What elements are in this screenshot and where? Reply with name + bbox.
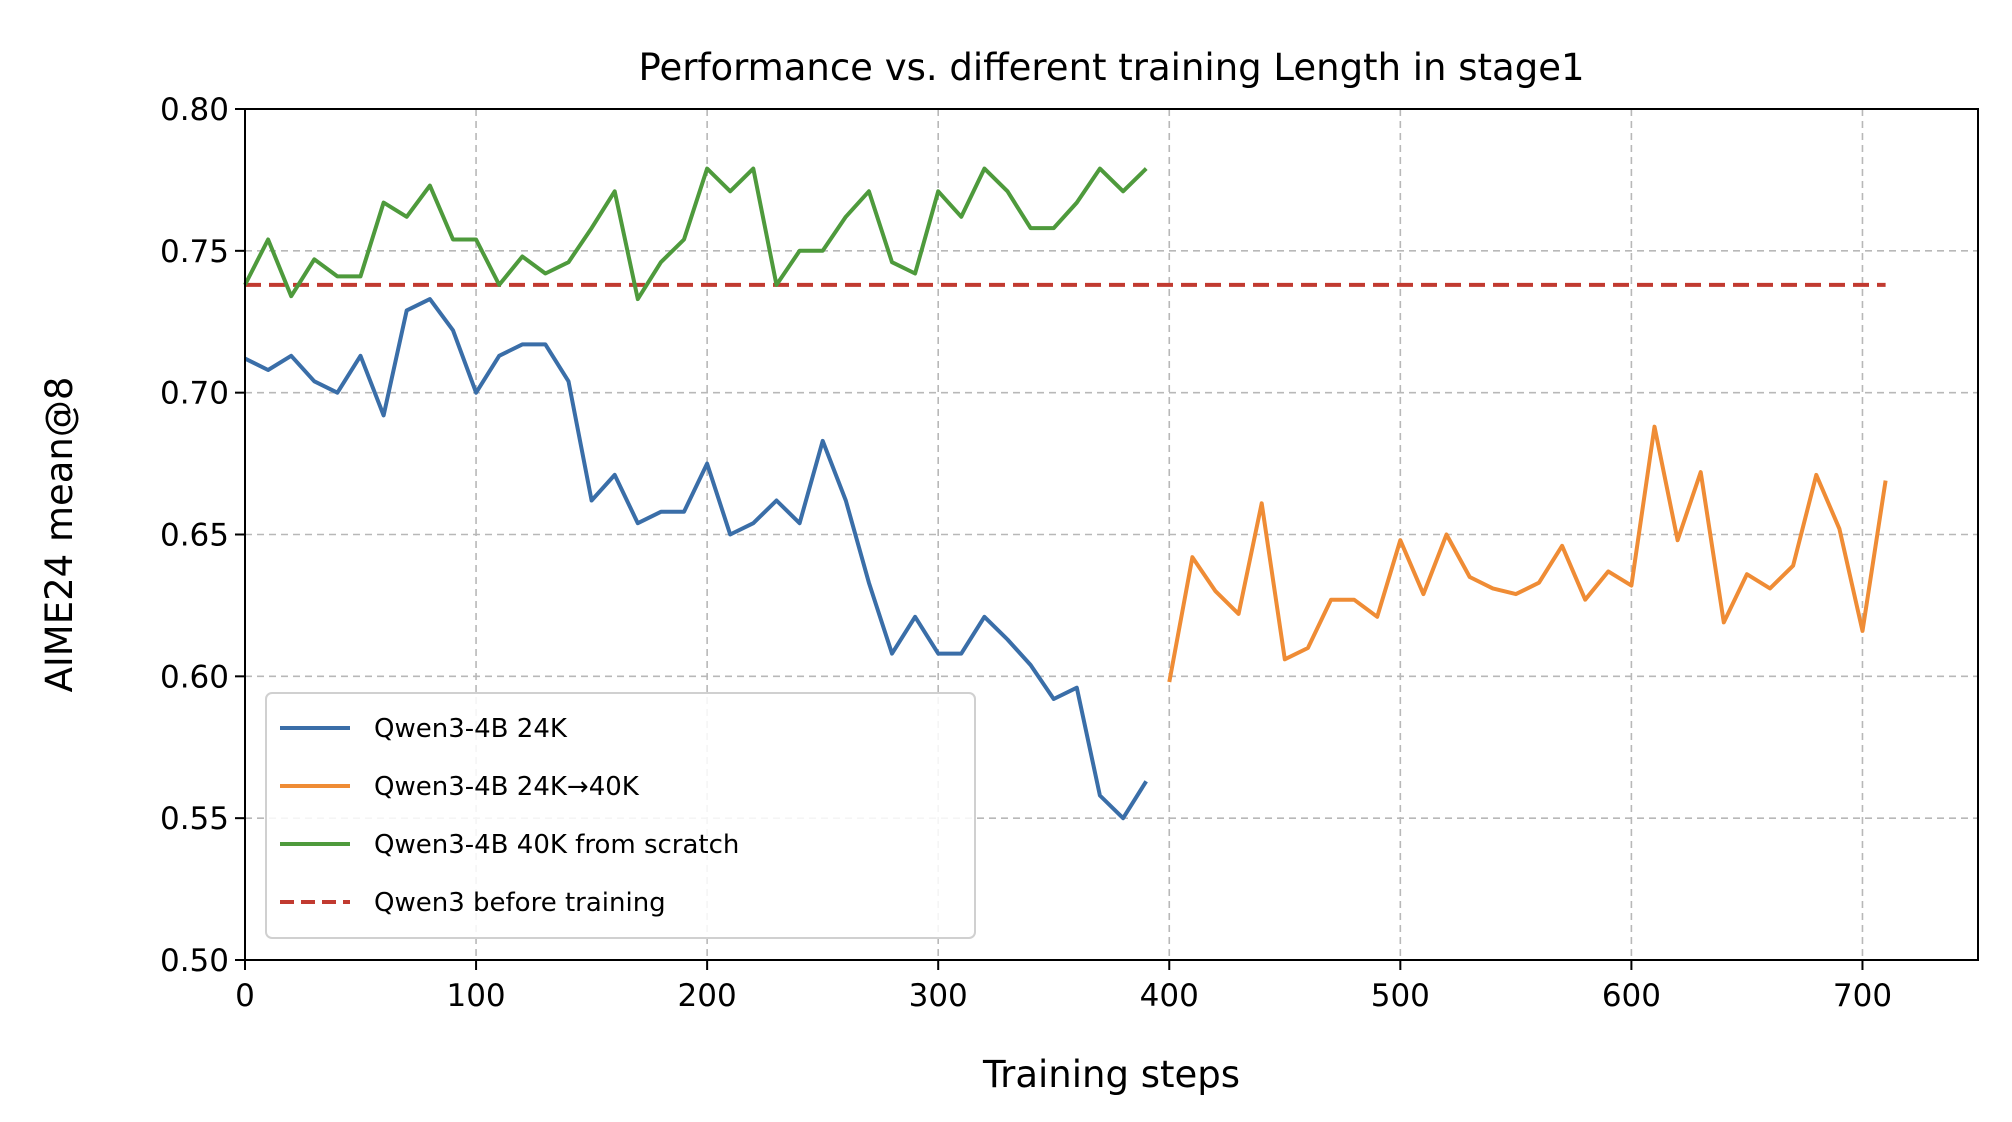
- series-line-2: [243, 166, 1148, 302]
- y-tick-label: 0.55: [160, 801, 229, 837]
- y-axis-label: AIME24 mean@8: [38, 377, 81, 693]
- x-tick-label: 600: [1602, 978, 1661, 1014]
- y-tick-label: 0.80: [160, 92, 229, 128]
- y-tick-label: 0.60: [160, 659, 229, 695]
- x-tick-label: 0: [235, 978, 255, 1014]
- x-tick-label: 300: [909, 978, 968, 1014]
- legend: Qwen3-4B 24K Qwen3-4B 24K→40K Qwen3-4B 40K…: [265, 692, 976, 939]
- x-axis-label: Training steps: [982, 1053, 1240, 1096]
- x-tick-label: 200: [678, 978, 737, 1014]
- legend-label: Qwen3-4B 24K: [374, 714, 568, 744]
- series-line-0: [244, 297, 1148, 821]
- y-tick-label: 0.65: [160, 518, 229, 554]
- legend-box: [265, 692, 976, 939]
- x-tick-label: 100: [446, 978, 505, 1014]
- legend-label: Qwen3-4B 24K→40K: [374, 772, 640, 802]
- x-tick-label: 400: [1140, 978, 1199, 1014]
- y-tick-label: 0.75: [160, 234, 229, 270]
- chart-title: Performance vs. different training Lengt…: [638, 46, 1584, 89]
- legend-label: Qwen3-4B 40K from scratch: [374, 830, 739, 860]
- legend-label: Qwen3 before training: [374, 888, 666, 918]
- x-tick-label: 500: [1371, 978, 1430, 1014]
- x-tick-label: 700: [1833, 978, 1892, 1014]
- series-line-1: [1167, 424, 1888, 683]
- y-tick-label: 0.50: [160, 943, 229, 979]
- axis-ticks: 0 100 200 300 400 500 600 700 0.50 0.55 0.60 0.65 0.…: [160, 92, 1892, 1014]
- series-lines: [243, 166, 1888, 821]
- y-tick-label: 0.70: [160, 376, 229, 412]
